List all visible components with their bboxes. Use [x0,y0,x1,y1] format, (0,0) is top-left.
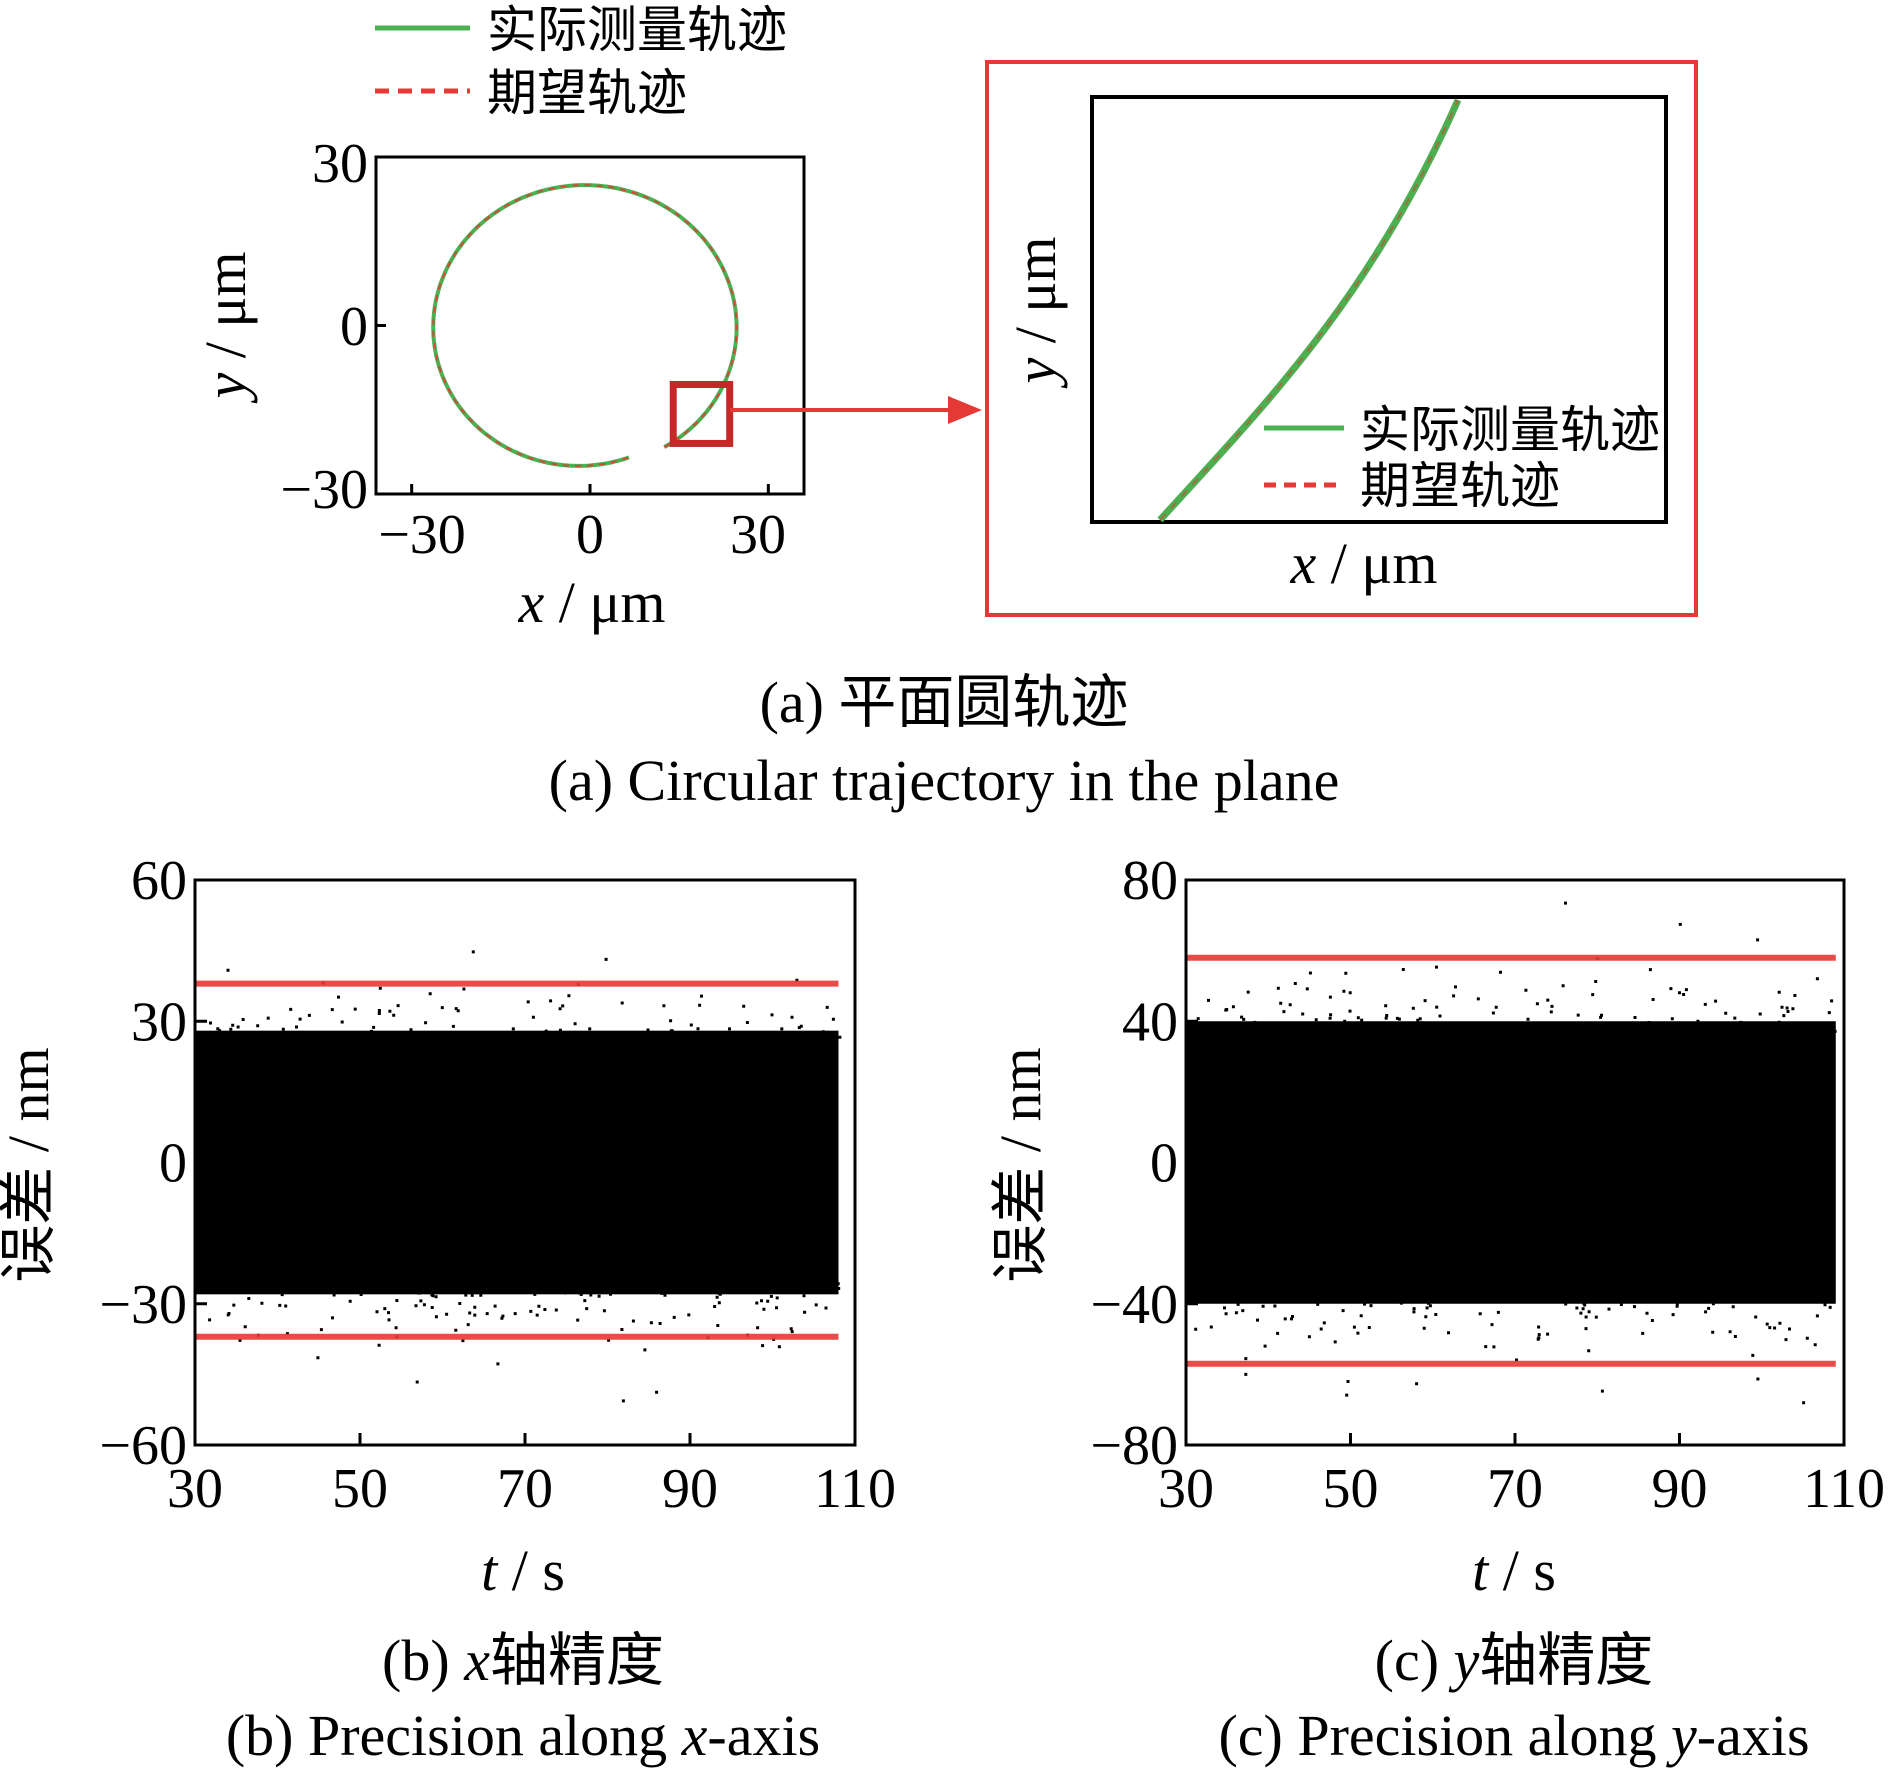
ytick-label: −60 [99,1415,187,1477]
xtick-label: 30 [167,1458,223,1520]
inset-legend-label-expected: 期望轨迹 [1360,458,1560,514]
caption-a-en: (a) Circular trajectory in the plane [549,748,1340,813]
panel-a-curves [431,183,739,468]
dense-band [1186,1021,1836,1304]
xtick-label: 50 [1323,1458,1379,1520]
panel-a-ticks [376,155,770,496]
a-ytick-label: 30 [312,133,368,195]
panel-b-plot: 30 50 70 90 110 60 30 0 −30 −60 [99,850,896,1520]
inset-axes [1090,95,1668,524]
b-xlabel: t / s [481,1538,565,1603]
a-xtick-label: 0 [576,504,604,566]
a-xlabel: x / μm [517,570,665,635]
inset-legend-label-measured: 实际测量轨迹 [1360,402,1660,458]
caption-a-cn: (a) 平面圆轨迹 [760,670,1129,735]
xtick-label: 110 [814,1458,896,1520]
panel-c-plot: 30 50 70 90 110 80 40 0 −40 −80 [1090,850,1885,1520]
xtick-label: 90 [662,1458,718,1520]
xtick-label: 110 [1803,1458,1885,1520]
xtick-label: 70 [497,1458,553,1520]
panel-a-tick-labels: 30 0 −30 −30 0 30 [280,133,786,566]
zoom-arrow-head [948,396,982,424]
ytick-label: 0 [159,1133,187,1195]
inset-frame [985,60,1698,617]
a-xtick-label: 30 [730,504,786,566]
legend-label-expected: 期望轨迹 [487,65,687,121]
caption-c-cn: (c) y轴精度 [1375,1628,1654,1693]
legend-label-measured: 实际测量轨迹 [487,2,787,58]
panel-a-axes [374,155,806,496]
ytick-label: 0 [1150,1133,1178,1195]
caption-c-en: (c) Precision along y-axis [1218,1703,1809,1768]
a-ylabel: y / μm [193,251,258,403]
dense-band [195,1030,839,1295]
c-ylabel: 误差 / nm [988,1047,1053,1282]
ytick-label: 60 [131,850,187,912]
curve-expected [432,184,738,467]
ytick-label: 80 [1122,850,1178,912]
ytick-label: −80 [1090,1415,1178,1477]
caption-b-en: (b) Precision along x-axis [226,1703,820,1768]
xtick-label: 90 [1652,1458,1708,1520]
a-xtick-label: −30 [378,504,466,566]
a-ytick-label: −30 [280,459,368,521]
panel-a: 实际测量轨迹 期望轨迹 30 0 −30 −30 0 30 x / μm y /… [193,2,1698,813]
ytick-label: −40 [1090,1274,1178,1336]
caption-b-cn: (b) x轴精度 [382,1628,664,1693]
inset-ylabel: y / μm [1003,236,1068,388]
ytick-label: −30 [99,1274,187,1336]
zoom-region-box [669,380,734,447]
xtick-label: 50 [332,1458,388,1520]
b-ylabel: 误差 / nm [0,1047,61,1282]
scatter-points [195,950,842,1403]
xtick-label: 30 [1158,1458,1214,1520]
panel-b: 30 50 70 90 110 60 30 0 −30 −60 t / s 误差 / nm (b)… [0,850,896,1768]
inset-curve-measured [1157,98,1462,523]
panel-a-legend: 实际测量轨迹 期望轨迹 [375,2,787,121]
a-ytick-label: 0 [340,296,368,358]
xtick-label: 70 [1487,1458,1543,1520]
scatter-points [1186,901,1837,1405]
inset-xlabel: x / μm [1289,531,1437,596]
ytick-label: 30 [131,991,187,1053]
panel-c: 30 50 70 90 110 80 40 0 −40 −80 t / s 误差 / nm (c)… [988,850,1885,1768]
c-xlabel: t / s [1472,1538,1556,1603]
ytick-label: 40 [1122,991,1178,1053]
curve-measured [431,183,739,468]
